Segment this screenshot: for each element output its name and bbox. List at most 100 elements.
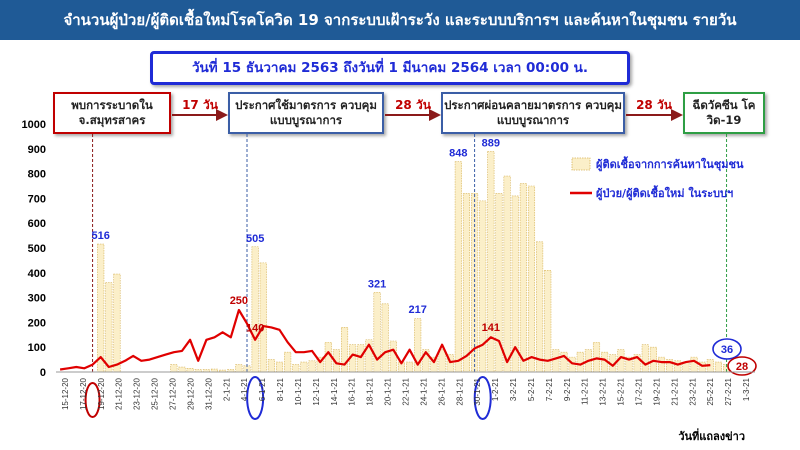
- x-tick-label: 22-1-21: [402, 377, 411, 405]
- bar: [357, 344, 365, 373]
- x-tick-label: 23-2-21: [688, 377, 697, 405]
- bar: [454, 161, 462, 373]
- bar: [267, 359, 275, 373]
- highlight-ellipse-red: [84, 382, 101, 418]
- x-tick-label: 6-1-21: [258, 377, 267, 401]
- page-title: จำนวนผู้ป่วย/ผู้ติดเชื้อใหม่โรคโควิด 19 …: [0, 0, 800, 40]
- timeline-gap-2: 28 วัน: [395, 98, 431, 112]
- x-tick-label: 14-1-21: [330, 377, 339, 405]
- bar: [194, 369, 202, 373]
- bar: [332, 349, 340, 373]
- y-tick-label: 200: [28, 317, 46, 329]
- x-tick-label: 19-2-21: [652, 377, 661, 405]
- bar: [316, 356, 324, 373]
- bar: [365, 339, 373, 373]
- timeline-event-vaccine: ฉีดวัคซีน โควิด-19: [683, 92, 765, 134]
- x-tick-label: 21-2-21: [670, 377, 679, 405]
- bar: [202, 369, 210, 373]
- x-tick-label: 19-12-20: [97, 377, 106, 410]
- x-tick-label: 31-12-20: [204, 377, 213, 410]
- bar: [666, 359, 674, 373]
- x-tick-label: 1-3-21: [742, 377, 751, 401]
- bar: [170, 364, 178, 373]
- bar: [300, 361, 308, 373]
- bar: [430, 356, 438, 373]
- data-label: 516: [92, 230, 110, 242]
- x-tick-label: 28-1-21: [455, 377, 464, 405]
- end-value-community: 36: [721, 344, 733, 356]
- bar: [657, 356, 666, 373]
- x-tick-label: 20-1-21: [384, 377, 393, 405]
- x-tick-label: 7-2-21: [545, 377, 554, 401]
- bar: [105, 282, 113, 373]
- bar: [544, 270, 552, 373]
- x-tick-label: 15-12-20: [61, 377, 70, 410]
- bar: [389, 340, 397, 373]
- x-tick-label: 5-2-21: [527, 377, 536, 401]
- x-tick-label: 15-2-21: [617, 377, 626, 405]
- end-value-circle-blue: [712, 338, 742, 360]
- bar: [527, 185, 536, 373]
- bar: [698, 361, 706, 373]
- x-tick-label: 13-2-21: [599, 377, 608, 405]
- bar: [641, 344, 649, 373]
- bar: [674, 360, 682, 373]
- x-tick-label: 3-2-21: [509, 377, 518, 401]
- bar: [438, 349, 446, 373]
- bar: [340, 327, 349, 373]
- bar: [633, 354, 641, 373]
- bar: [592, 341, 601, 373]
- date-range: วันที่ 15 ธันวาคม 2563 ถึงวันที่ 1 มีนาค…: [150, 51, 630, 85]
- bar: [259, 262, 267, 373]
- x-tick-label: 1-2-21: [491, 377, 500, 401]
- x-tick-label: 25-12-20: [151, 377, 160, 410]
- x-tick-label: 12-1-21: [312, 377, 321, 405]
- data-label: 889: [482, 138, 500, 150]
- end-value-system: 28: [736, 361, 748, 373]
- x-tick-label: 29-12-20: [186, 377, 195, 410]
- bar: [186, 367, 194, 373]
- x-tick-label: 27-2-21: [724, 377, 733, 405]
- x-tick-label: 2-1-21: [222, 377, 231, 401]
- bar: [219, 369, 227, 373]
- y-tick-label: 500: [28, 243, 46, 255]
- x-tick-label: 17-2-21: [635, 377, 644, 405]
- legend-swatch-bar: [571, 157, 591, 171]
- y-tick-label: 400: [28, 268, 46, 280]
- bar: [292, 364, 300, 373]
- bar: [649, 346, 657, 373]
- x-tick-label: 30-1-21: [473, 377, 482, 405]
- x-tick-label: 23-12-20: [133, 377, 142, 410]
- highlight-ellipse-blue: [246, 376, 265, 420]
- data-label: 217: [409, 304, 427, 316]
- bar: [511, 195, 519, 373]
- bar: [552, 349, 560, 373]
- y-tick-label: 800: [28, 169, 46, 181]
- bar: [446, 354, 454, 373]
- highlight-ellipse-blue: [473, 376, 492, 420]
- x-tick-label: 25-2-21: [706, 377, 715, 405]
- bar: [503, 175, 511, 373]
- bar: [308, 360, 316, 373]
- data-label: 140: [246, 322, 264, 334]
- y-tick-label: 0: [40, 367, 46, 379]
- data-label: 321: [368, 278, 386, 290]
- bar: [275, 361, 284, 373]
- bar: [560, 351, 568, 373]
- x-axis-label: วันที่แถลงข่าว: [678, 428, 745, 443]
- legend-label-system: ผู้ป่วย/ผู้ติดเชื้อใหม่ ในระบบฯ: [596, 185, 733, 201]
- data-label: 250: [230, 295, 248, 307]
- bar: [422, 349, 430, 373]
- data-label: 505: [246, 233, 264, 245]
- bar: [576, 351, 584, 373]
- end-value-circle-red: [727, 356, 757, 376]
- y-tick-label: 900: [28, 144, 46, 156]
- bar: [381, 303, 389, 373]
- bar: [373, 292, 381, 373]
- bar: [284, 351, 292, 373]
- x-tick-label: 8-1-21: [276, 377, 285, 401]
- bar: [519, 183, 527, 373]
- bar: [406, 361, 414, 373]
- x-tick-label: 18-1-21: [366, 377, 375, 405]
